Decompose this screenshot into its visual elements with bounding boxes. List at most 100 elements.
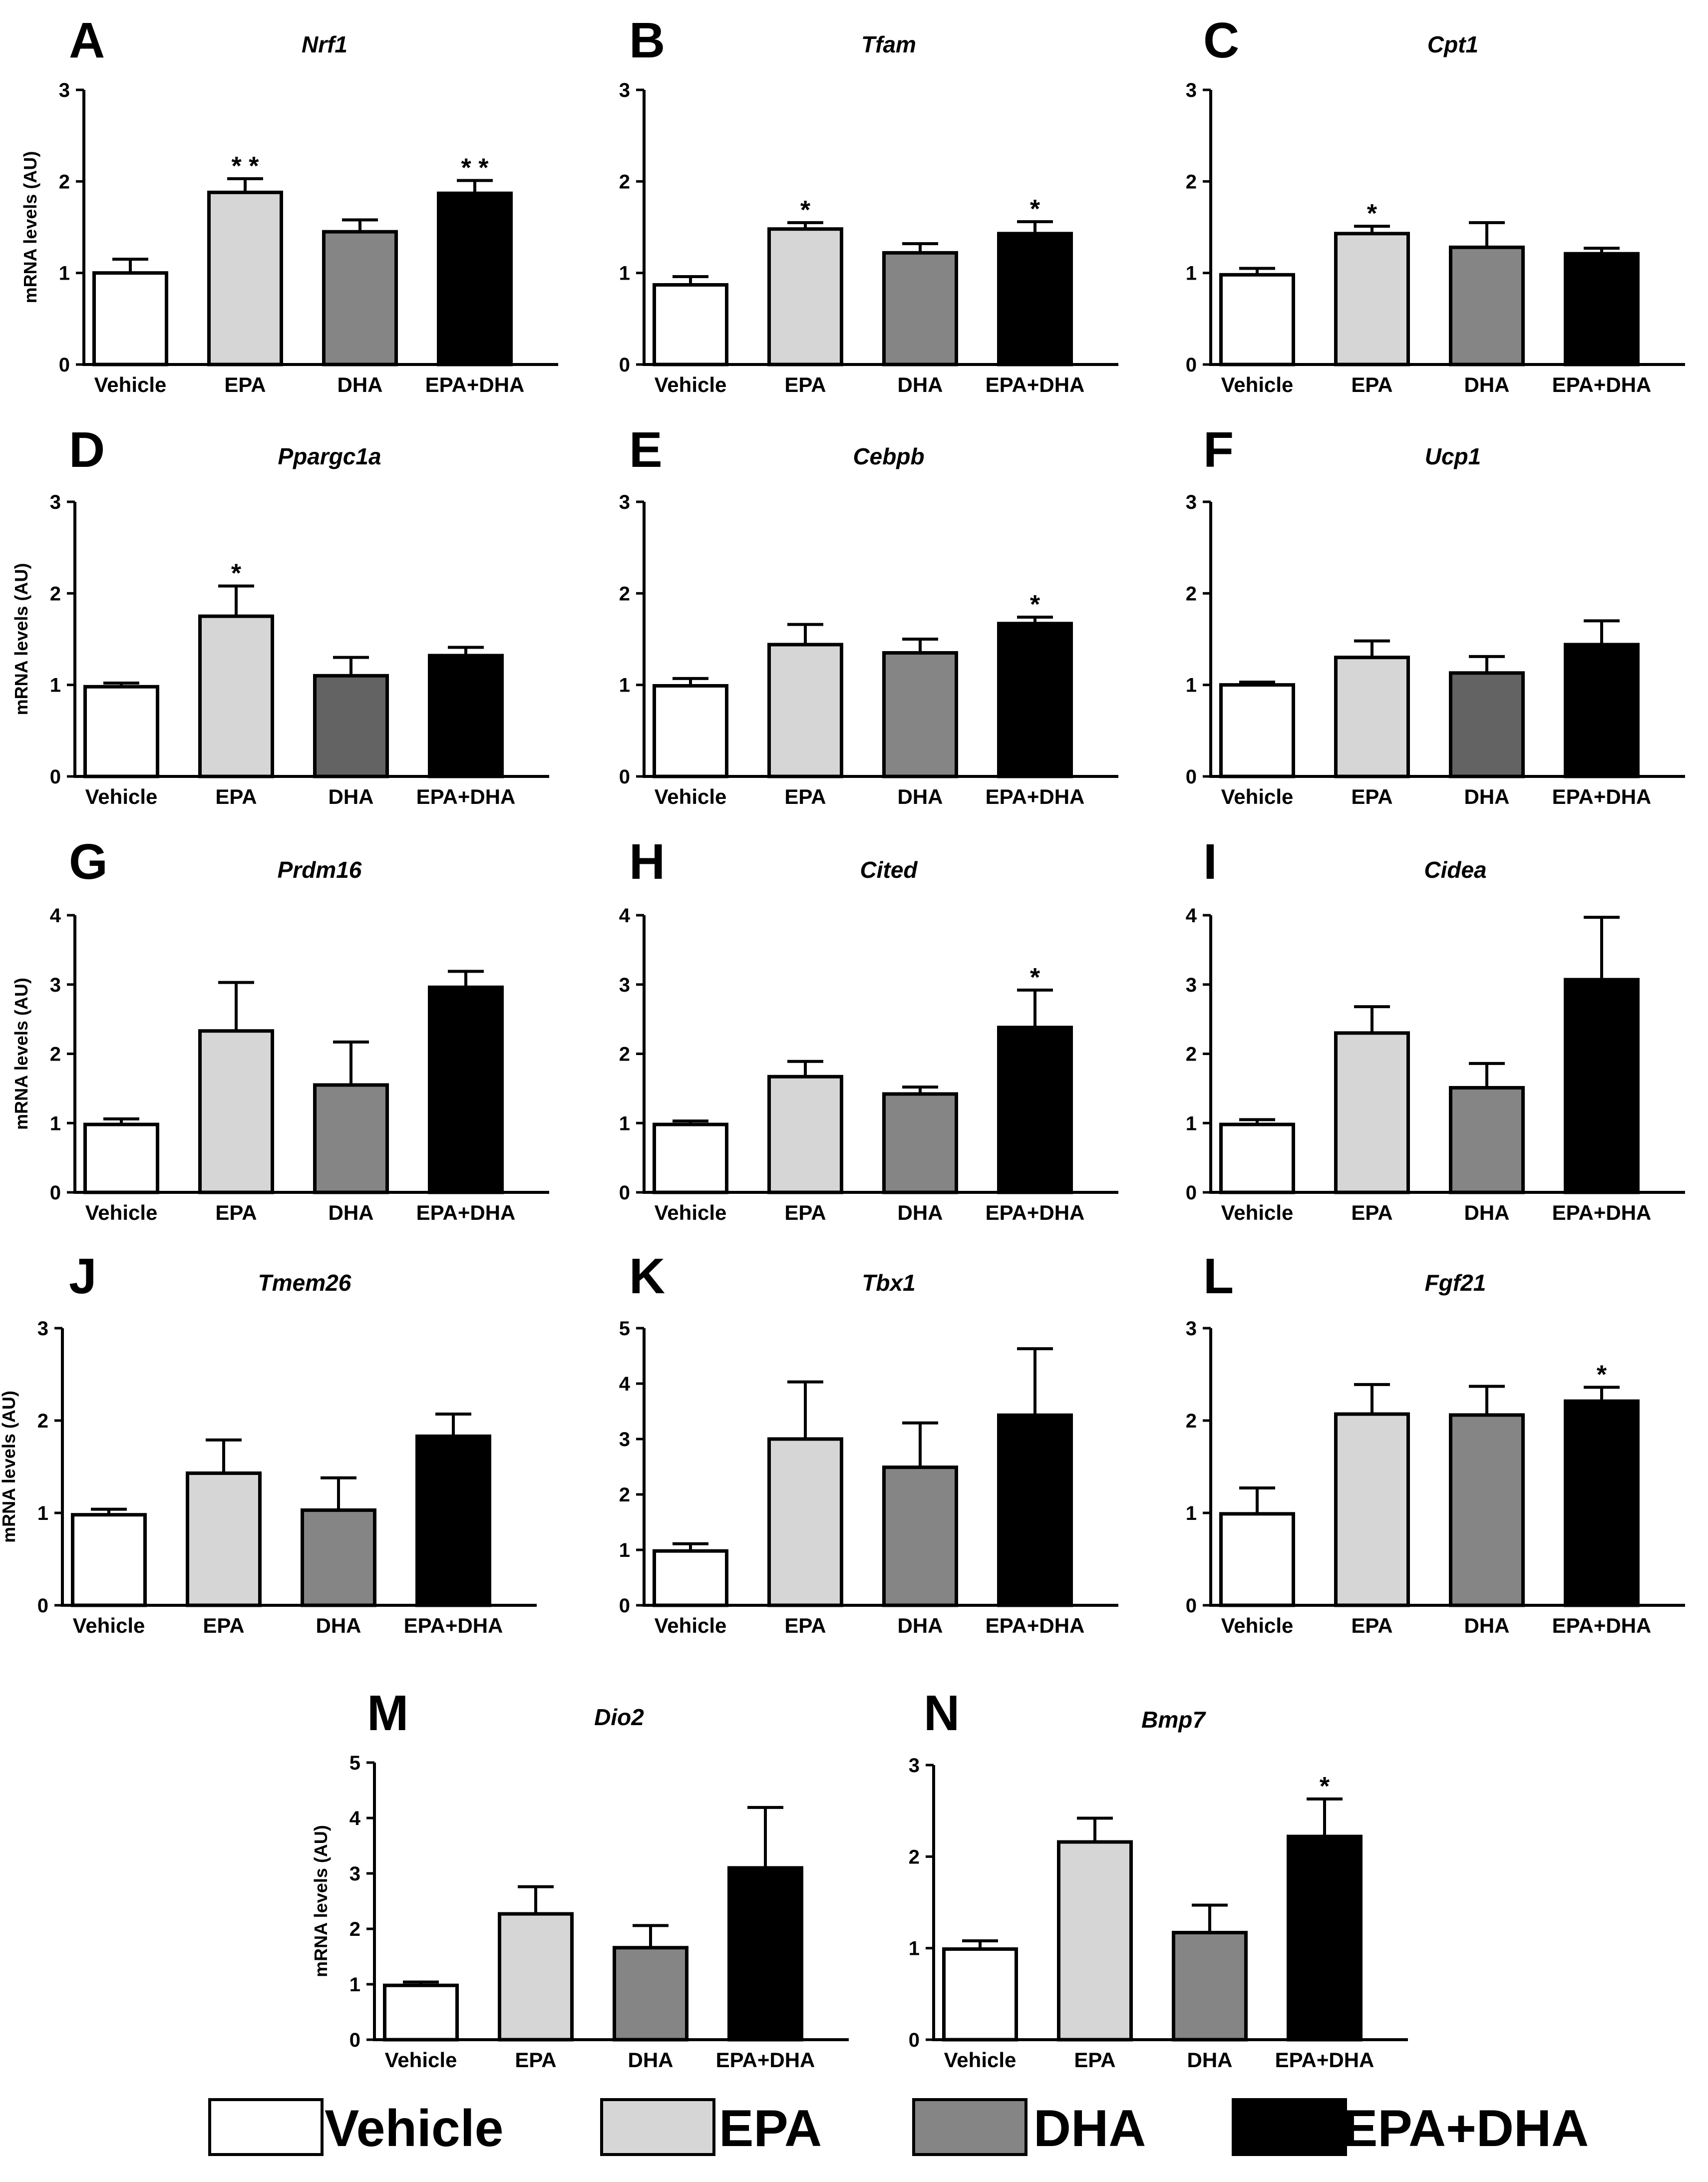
x-tick-label: EPA+DHA (1552, 1201, 1652, 1224)
bar-vehicle (92, 271, 168, 366)
panel-title: Dio2 (594, 1704, 644, 1730)
y-axis-label: mRNA levels (AU) (11, 978, 31, 1130)
chart-panel-h: H Cited 0 1 2 3 4 Vehicle EPA DHA * EPA+DHA (619, 834, 1118, 1224)
x-tick-label: DHA (329, 1201, 374, 1224)
y-tick-label: 0 (59, 354, 70, 376)
y-axis-label: mRNA levels (AU) (311, 1825, 331, 1977)
x-tick-label: Vehicle (85, 785, 158, 808)
x-tick-label: EPA (1074, 2048, 1115, 2072)
significance-marker: * (800, 196, 811, 225)
chart-panel-g: G Prdm16 mRNA levels (AU) 0 1 2 3 4 Vehicle EPA DH… (11, 834, 549, 1224)
chart-panel-d: D Ppargc1a mRNA levels (AU) 0 1 2 3 Vehicle * EPA… (11, 422, 549, 808)
significance-marker: * (1030, 963, 1040, 992)
x-tick-label: Vehicle (655, 373, 727, 396)
bar-epa-plus-dha (1564, 978, 1640, 1194)
x-tick-label: EPA+DHA (1552, 785, 1652, 808)
panel-letter: K (629, 1248, 665, 1304)
y-tick-label: 2 (349, 1918, 360, 1940)
legend-label: Vehicle (325, 2100, 503, 2158)
bar-epa (1334, 1031, 1410, 1194)
chart-panel-k: K Tbx1 0 1 2 3 4 5 Vehicle EPA DHA EPA+DHA (619, 1248, 1118, 1637)
y-tick-label: 5 (349, 1752, 360, 1774)
y-tick-label: 3 (909, 1755, 920, 1777)
bar-dha (882, 651, 958, 778)
x-tick-label: DHA (1464, 1614, 1510, 1637)
y-tick-label: 2 (1186, 171, 1197, 193)
y-tick-label: 0 (50, 766, 61, 788)
y-tick-label: 4 (50, 905, 61, 927)
y-tick-label: 1 (1186, 263, 1197, 285)
legend-swatch (1232, 2098, 1347, 2156)
bar-dha (613, 1946, 688, 2042)
x-tick-label: DHA (316, 1614, 361, 1637)
x-tick-label: Vehicle (1221, 1614, 1294, 1637)
x-tick-label: EPA (215, 785, 257, 808)
bar-dha (882, 1465, 958, 1607)
bar-dha (301, 1508, 376, 1607)
y-tick-label: 1 (619, 263, 630, 285)
bar-epa-plus-dha (997, 1026, 1073, 1194)
bar-epa (1334, 1412, 1410, 1607)
panel-title: Cidea (1424, 857, 1486, 883)
y-tick-label: 3 (1186, 491, 1197, 513)
y-tick-label: 1 (1186, 1112, 1197, 1134)
x-tick-label: DHA (628, 2048, 674, 2072)
x-tick-label: Vehicle (1221, 1201, 1294, 1224)
x-tick-label: EPA+DHA (716, 2048, 815, 2072)
x-tick-label: Vehicle (944, 2048, 1017, 2072)
bar-dha (1449, 245, 1525, 366)
y-tick-label: 0 (1186, 766, 1197, 788)
y-tick-label: 1 (1186, 675, 1197, 697)
x-tick-label: EPA (515, 2048, 556, 2072)
x-tick-label: Vehicle (73, 1614, 145, 1637)
y-axis-label: mRNA levels (AU) (20, 151, 40, 304)
panel-title: Cited (860, 857, 918, 883)
bar-epa (198, 1029, 274, 1194)
significance-marker: * (231, 559, 242, 588)
x-tick-label: EPA (1351, 1201, 1392, 1224)
panel-letter: H (629, 834, 665, 890)
y-tick-label: 4 (349, 1808, 361, 1829)
chart-panel-f: F Ucp1 0 1 2 3 Vehicle EPA DHA EPA+DHA (1186, 422, 1685, 808)
bar-epa (767, 1437, 843, 1607)
panel-letter: C (1203, 12, 1239, 68)
y-tick-label: 2 (619, 583, 630, 605)
x-tick-label: Vehicle (655, 785, 727, 808)
x-tick-label: DHA (329, 785, 374, 808)
significance-marker: * (1320, 1772, 1330, 1801)
bar-epa-plus-dha (997, 622, 1073, 778)
y-tick-label: 0 (619, 1182, 630, 1204)
panel-title: Cebpb (853, 443, 924, 469)
bar-vehicle (1219, 273, 1295, 366)
panel-title: Tmem26 (258, 1270, 351, 1296)
bar-epa (207, 190, 283, 366)
x-tick-label: EPA+DHA (986, 1201, 1085, 1224)
y-tick-label: 2 (1186, 1410, 1197, 1432)
y-tick-label: 1 (619, 1539, 630, 1561)
panel-letter: E (629, 422, 663, 478)
y-tick-label: 5 (619, 1318, 630, 1340)
panel-letter: D (69, 422, 105, 478)
y-tick-label: 1 (59, 263, 70, 285)
y-tick-label: 1 (50, 675, 61, 697)
bar-dha (1449, 1413, 1525, 1607)
y-tick-label: 2 (619, 171, 630, 193)
panel-title: Tfam (861, 31, 916, 57)
y-tick-label: 0 (619, 766, 630, 788)
panel-title: Nrf1 (302, 31, 347, 57)
significance-marker: * * (461, 154, 489, 183)
y-tick-label: 2 (909, 1846, 920, 1868)
panel-title: Prdm16 (278, 857, 362, 883)
y-tick-label: 2 (1186, 1044, 1197, 1066)
y-tick-label: 1 (1186, 1502, 1197, 1524)
panel-title: Tbx1 (862, 1270, 915, 1296)
y-tick-label: 0 (37, 1595, 48, 1617)
y-tick-label: 3 (619, 79, 630, 101)
bar-epa-plus-dha (727, 1866, 803, 2042)
y-tick-label: 3 (349, 1863, 360, 1885)
bar-epa (198, 614, 274, 778)
bar-epa-plus-dha (1564, 1399, 1640, 1607)
bar-vehicle (383, 1983, 459, 2042)
x-tick-label: DHA (898, 1614, 943, 1637)
y-tick-label: 0 (1186, 354, 1197, 376)
